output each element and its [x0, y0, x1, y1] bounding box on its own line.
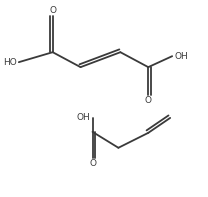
Text: OH: OH: [174, 52, 188, 61]
Text: O: O: [49, 6, 56, 15]
Text: O: O: [89, 159, 96, 168]
Text: HO: HO: [3, 58, 17, 67]
Text: O: O: [145, 96, 152, 105]
Text: OH: OH: [77, 113, 90, 122]
